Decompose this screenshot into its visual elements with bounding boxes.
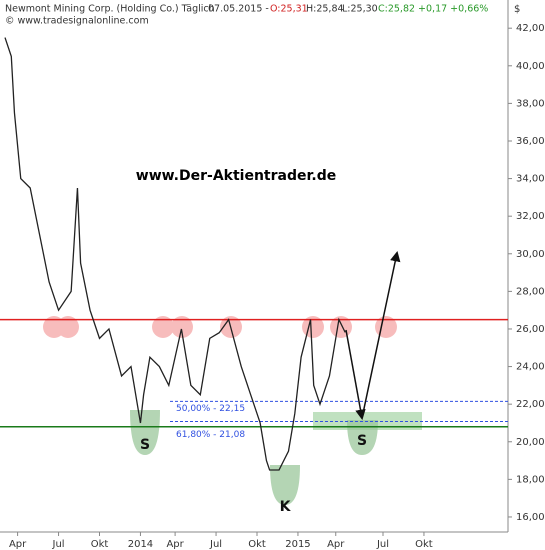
y-tick-label: 30,00 xyxy=(516,249,545,260)
x-tick-label: Okt xyxy=(415,539,433,550)
projection-arrow xyxy=(361,250,401,419)
header-symbol: Newmont Mining Corp. (Holding Co.) Tägli… xyxy=(5,4,215,15)
pattern-shapes xyxy=(130,410,378,505)
y-tick-label: 28,00 xyxy=(516,286,545,297)
shoulder-shape xyxy=(347,420,378,455)
pattern-label: S xyxy=(140,437,150,453)
plot: 16,00 18,00 20,00 22,00 24,00 26,00 28,00 30,00… xyxy=(0,23,545,550)
x-tick-label: Jul xyxy=(52,539,65,550)
y-tick-label: 20,00 xyxy=(516,437,545,448)
pattern-label: K xyxy=(280,499,292,515)
y-tick-label: 32,00 xyxy=(516,211,545,222)
y-tick-label: 34,00 xyxy=(516,174,545,185)
x-tick-label: Apr xyxy=(166,539,184,550)
watermark: www.Der-Aktientrader.de xyxy=(136,168,336,184)
level-label: 50,00% - 22,15 xyxy=(176,404,245,414)
x-tick-label: Apr xyxy=(327,539,345,550)
y-tick-label: 38,00 xyxy=(516,98,545,109)
x-tick-label: Jul xyxy=(209,539,222,550)
x-tick-label: 2015 xyxy=(285,539,310,550)
shoulder-shape xyxy=(130,410,160,455)
x-tick-label: Okt xyxy=(248,539,266,550)
pattern-label: S xyxy=(357,433,367,449)
level-label: 61,80% - 21,08 xyxy=(176,430,245,440)
head-shape xyxy=(270,465,300,505)
header-date: 07.05.2015 - xyxy=(208,4,269,15)
y-tick-label: 16,00 xyxy=(516,512,545,523)
header-close: C:25,82 +0,17 +0,66% xyxy=(378,4,488,15)
y-tick-label: 42,00 xyxy=(516,23,545,34)
y-tick-label: 18,00 xyxy=(516,474,545,485)
header-low: L:25,30 xyxy=(342,4,378,15)
y-tick-label: 22,00 xyxy=(516,399,545,410)
header-source: © www.tradesignalonline.com xyxy=(5,16,149,27)
currency: $ xyxy=(514,4,520,15)
x-tick-label: Jul xyxy=(376,539,389,550)
header-high: H:25,84 xyxy=(306,4,344,15)
y-tick-label: 40,00 xyxy=(516,61,545,72)
y-tick-label: 36,00 xyxy=(516,136,545,147)
projection-arrow xyxy=(345,329,366,421)
header-open: O:25,31 xyxy=(270,4,308,15)
x-tick-label: Okt xyxy=(91,539,109,550)
y-tick-label: 26,00 xyxy=(516,324,545,335)
x-tick-label: Apr xyxy=(9,539,27,550)
x-tick-label: 2014 xyxy=(128,539,153,550)
price-line xyxy=(4,37,346,471)
y-tick-label: 24,00 xyxy=(516,362,545,373)
